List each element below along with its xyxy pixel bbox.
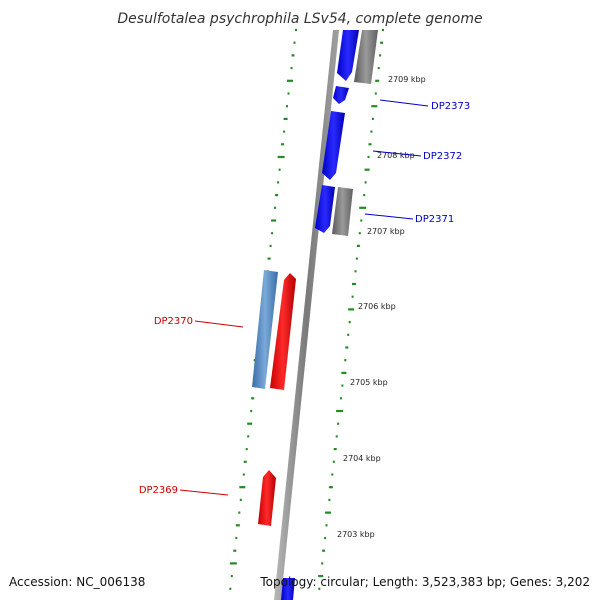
gene-feature[interactable]: [322, 111, 345, 180]
topology-text: Topology: circular; Length: 3,523,383 bp…: [259, 575, 590, 589]
gene-feature[interactable]: [337, 30, 359, 81]
kbp-tick-label: 2705 kbp: [350, 378, 388, 387]
gene-label-dp2371[interactable]: DP2371: [415, 214, 454, 225]
reverse-strand-genes: [252, 270, 296, 526]
label-leader-line: [372, 150, 422, 157]
kbp-tick-label: 2704 kbp: [343, 454, 381, 463]
map-title: Desulfotalea psychrophila LSv54, complet…: [117, 11, 482, 27]
kbp-tick-label: 2707 kbp: [367, 227, 405, 236]
gene-label-dp2373[interactable]: DP2373: [431, 101, 470, 112]
gene-labels: DP2373 DP2372 DP2371 DP2370 DP2369: [139, 99, 470, 496]
gene-label-dp2370[interactable]: DP2370: [154, 316, 193, 327]
gene-feature[interactable]: [315, 185, 335, 233]
gene-feature[interactable]: [258, 470, 276, 526]
gene-label-dp2369[interactable]: DP2369: [139, 485, 178, 496]
kbp-tick-label: 2706 kbp: [358, 302, 396, 311]
gene-feature[interactable]: [333, 86, 349, 104]
forward-strand-genes: [281, 30, 359, 600]
accession-text: Accession: NC_006138: [9, 575, 145, 589]
gray-features: [332, 30, 378, 236]
label-leader-line: [364, 213, 414, 220]
label-leader-line: [379, 99, 429, 107]
kbp-ticks: 2709 kbp 2708 kbp 2707 kbp 2706 kbp 2705…: [337, 75, 426, 539]
gene-feature[interactable]: [270, 273, 296, 390]
gc-content-track-outer: [318, 28, 384, 590]
kbp-tick-label: 2703 kbp: [337, 530, 375, 539]
gray-feature[interactable]: [332, 187, 353, 236]
steelblue-feature[interactable]: [252, 270, 278, 389]
label-leader-line: [194, 320, 244, 328]
gray-feature[interactable]: [354, 30, 378, 84]
label-leader-line: [179, 489, 229, 496]
gene-feature[interactable]: [281, 578, 295, 600]
kbp-tick-label: 2708 kbp: [377, 151, 415, 160]
kbp-tick-label: 2709 kbp: [388, 75, 426, 84]
gene-label-dp2372[interactable]: DP2372: [423, 151, 462, 162]
